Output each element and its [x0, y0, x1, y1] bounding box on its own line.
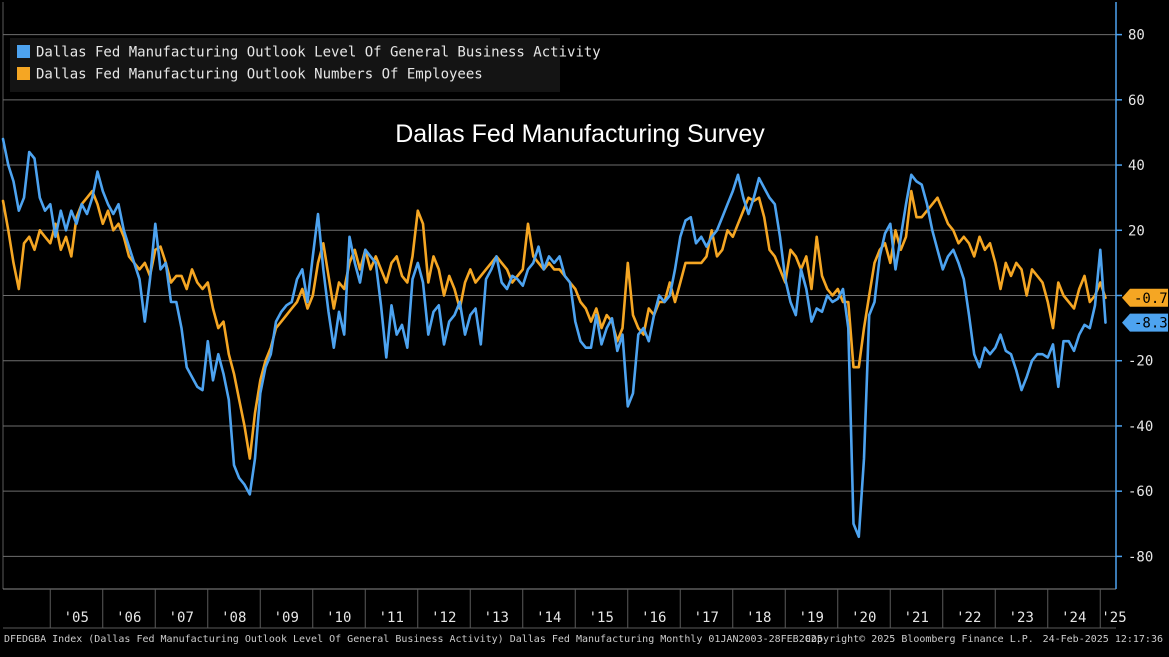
y-tick-label: -40 [1128, 419, 1153, 435]
x-tick-label: '10 [326, 610, 351, 626]
footer-source: DFEDGBA Index (Dallas Fed Manufacturing … [4, 634, 823, 645]
legend-swatch-employees [17, 67, 30, 80]
x-tick-label: '08 [221, 610, 246, 626]
x-tick-label: '05 [64, 610, 89, 626]
legend: Dallas Fed Manufacturing Outlook Level O… [10, 38, 601, 92]
x-tick-label: '12 [431, 610, 456, 626]
last-value-badge-employees [1122, 288, 1168, 307]
x-tick-label: '09 [274, 610, 299, 626]
last-value-label-business-activity: -8.3 [1134, 316, 1168, 332]
x-tick-label: '15 [589, 610, 614, 626]
legend-background [10, 38, 560, 92]
last-value-badges: -0.7 -8.3 [1122, 288, 1168, 332]
x-tick-label: '16 [641, 610, 666, 626]
x-tick-label: '19 [799, 610, 824, 626]
legend-label-employees: Dallas Fed Manufacturing Outlook Numbers… [36, 67, 483, 83]
x-tick-label: '23 [1009, 610, 1034, 626]
x-tick-label: '17 [694, 610, 719, 626]
series-line-business-activity [1, 137, 1107, 539]
x-tick-label: '21 [904, 610, 929, 626]
legend-label-business-activity: Dallas Fed Manufacturing Outlook Level O… [36, 45, 601, 61]
y-tick-label: 20 [1128, 223, 1145, 239]
y-tick-label: 80 [1128, 28, 1145, 44]
y-axis: 806040200-20-40-60-80 [1115, 2, 1153, 589]
x-tick-label: '11 [379, 610, 404, 626]
x-tick-label: '14 [536, 610, 561, 626]
x-tick-label: '18 [746, 610, 771, 626]
y-tick-label: 40 [1128, 158, 1145, 174]
y-tick-label: -20 [1128, 354, 1153, 370]
x-tick-label: '06 [116, 610, 141, 626]
x-axis: '05 '06 '07 '08 '09 '10 '11 '12 '13 '14 '15 '16 '17 '… [3, 589, 1127, 629]
x-tick-label: '20 [851, 610, 876, 626]
gridlines [2, 2, 1116, 590]
footer-copyright: Copyright© 2025 Bloomberg Finance L.P. [805, 634, 1034, 645]
y-tick-label: 60 [1128, 93, 1145, 109]
legend-swatch-business-activity [17, 45, 30, 58]
series-lines [1, 137, 1107, 539]
x-tick-label: '07 [169, 610, 194, 626]
x-tick-label: '25 [1101, 610, 1126, 626]
y-tick-label: -80 [1128, 549, 1153, 565]
footer: DFEDGBA Index (Dallas Fed Manufacturing … [4, 634, 1163, 645]
series-line-employees [1, 189, 1107, 460]
last-value-badge-business-activity [1122, 313, 1168, 332]
y-tick-label: -60 [1128, 484, 1153, 500]
x-tick-label: '24 [1061, 610, 1086, 626]
last-value-label-employees: -0.7 [1134, 291, 1168, 307]
x-tick-label: '22 [956, 610, 981, 626]
x-tick-label: '13 [484, 610, 509, 626]
footer-timestamp: 24-Feb-2025 12:17:36 [1043, 634, 1163, 645]
chart-title: Dallas Fed Manufacturing Survey [395, 120, 765, 148]
